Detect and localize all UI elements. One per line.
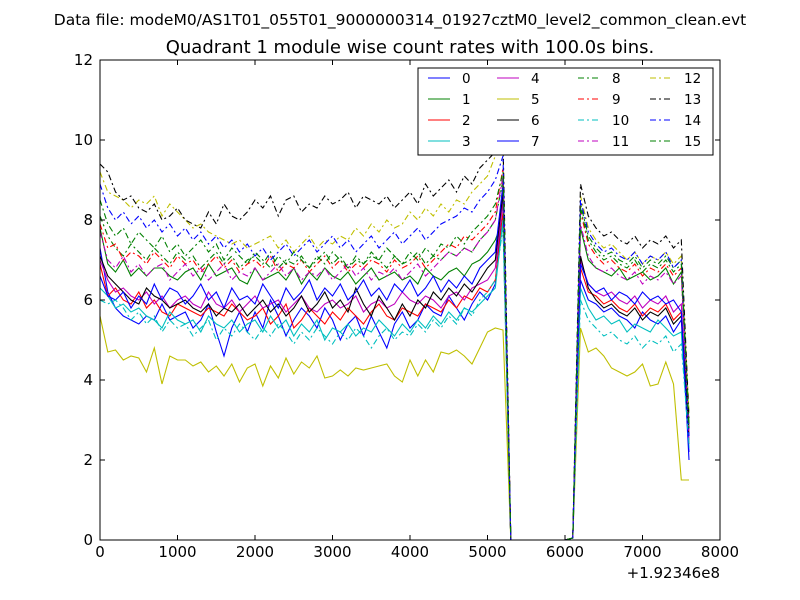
y-tick-label: 2 xyxy=(83,451,93,469)
x-tick-label: 8000 xyxy=(701,543,739,561)
series-line-13 xyxy=(100,138,690,540)
x-tick-label: 6000 xyxy=(546,543,584,561)
legend-label-11: 11 xyxy=(612,134,629,150)
chart-title: Quadrant 1 module wise count rates with … xyxy=(166,37,655,58)
series-line-0 xyxy=(100,195,690,540)
legend-label-0: 0 xyxy=(462,71,471,87)
legend-label-12: 12 xyxy=(684,71,701,87)
series-line-14 xyxy=(100,155,690,540)
x-tick-label: 2000 xyxy=(236,543,274,561)
legend-label-10: 10 xyxy=(612,113,629,129)
legend-label-9: 9 xyxy=(612,92,621,108)
y-tick-label: 0 xyxy=(83,531,93,549)
y-tick-label: 6 xyxy=(83,291,93,309)
series-line-7 xyxy=(100,183,690,540)
series-line-8 xyxy=(100,179,690,540)
legend-box xyxy=(417,67,714,156)
legend-label-5: 5 xyxy=(531,92,540,108)
legend-label-7: 7 xyxy=(531,134,540,150)
series-line-11 xyxy=(100,175,690,540)
series-line-1 xyxy=(100,219,690,540)
legend-label-6: 6 xyxy=(531,113,540,129)
y-tick-label: 4 xyxy=(83,371,93,389)
series-layer xyxy=(100,138,690,540)
legend-label-4: 4 xyxy=(531,71,540,87)
series-line-12 xyxy=(100,142,690,540)
legend-label-14: 14 xyxy=(684,113,701,129)
x-tick-label: 1000 xyxy=(158,543,196,561)
x-tick-label: 5000 xyxy=(468,543,506,561)
legend-label-13: 13 xyxy=(684,92,701,108)
series-line-6 xyxy=(100,191,690,540)
x-offset-label: +1.92346e8 xyxy=(627,564,720,582)
axis-tick-labels: 0 1000 2000 3000 4000 5000 6000 7000 80000246810… xyxy=(74,51,739,561)
suptitle: Data file: modeM0/AS1T01_055T01_90000003… xyxy=(54,11,746,30)
x-tick-label: 4000 xyxy=(391,543,429,561)
series-line-9 xyxy=(100,167,690,540)
y-tick-label: 8 xyxy=(83,211,93,229)
x-tick-label: 7000 xyxy=(623,543,661,561)
series-line-5 xyxy=(100,315,689,540)
y-tick-label: 10 xyxy=(74,131,93,149)
series-line-15 xyxy=(100,171,690,540)
series-line-3 xyxy=(100,219,690,540)
legend-label-1: 1 xyxy=(462,92,471,108)
legend-label-15: 15 xyxy=(684,134,701,150)
x-tick-label: 0 xyxy=(95,543,105,561)
y-tick-label: 12 xyxy=(74,51,93,69)
legend-label-3: 3 xyxy=(462,134,471,150)
legend-label-8: 8 xyxy=(612,71,621,87)
axis-ticks xyxy=(99,59,721,541)
legend-label-2: 2 xyxy=(462,113,471,129)
x-tick-label: 3000 xyxy=(313,543,351,561)
